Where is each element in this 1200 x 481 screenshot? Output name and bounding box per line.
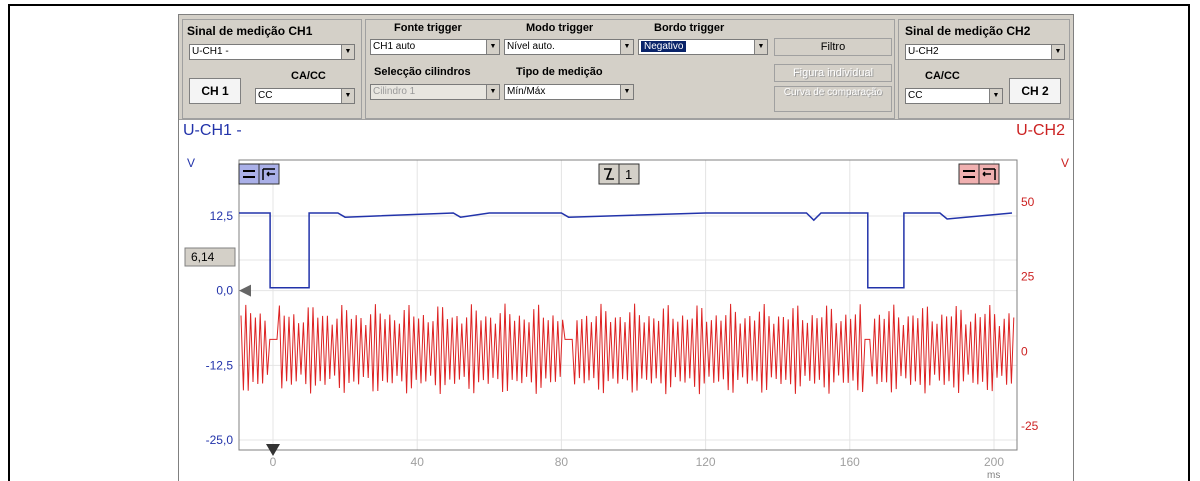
measurement-type-value: Mín/Máx <box>507 86 546 97</box>
filter-button[interactable]: Filtro <box>774 38 892 56</box>
x-axis-unit: ms <box>987 470 1000 481</box>
cylinder-select[interactable]: Cilindro 1 ▼ <box>370 84 500 100</box>
trigger-source-select[interactable]: CH1 auto ▼ <box>370 39 500 55</box>
shift-icon <box>262 168 275 180</box>
ch1-scale-button[interactable] <box>238 163 260 185</box>
shift-icon <box>982 168 996 180</box>
trigger-source-value: CH1 auto <box>373 41 416 52</box>
measurement-type-select[interactable]: Mín/Máx ▼ <box>504 84 634 100</box>
right-tick-label: 25 <box>1021 270 1035 284</box>
ch1-acdc-label: CA/CC <box>291 70 326 82</box>
ch2-signal-select[interactable]: U-CH2 ▼ <box>905 44 1065 60</box>
right-tick-label: 0 <box>1021 344 1028 358</box>
ch1-acdc-select[interactable]: CC ▼ <box>255 88 355 104</box>
x-tick-label: 80 <box>555 455 569 469</box>
trigger-source-label: Fonte trigger <box>394 22 462 34</box>
ch1-acdc-value: CC <box>258 90 273 101</box>
trigger-mode-value: Nível auto. <box>507 41 555 52</box>
trigger-number-box[interactable] <box>618 163 640 185</box>
ch2-acdc-value: CC <box>908 90 923 101</box>
chevron-down-icon[interactable]: ▼ <box>989 89 1002 103</box>
scope-chart: 12,5 0,0 -12,5 -25,0 50 25 0 -25 0 40 80 120 160 20… <box>184 159 1039 481</box>
chevron-down-icon[interactable]: ▼ <box>486 85 499 99</box>
falling-edge-icon <box>604 168 614 180</box>
left-tick-label: -25,0 <box>206 433 234 447</box>
right-tick-label: 50 <box>1021 195 1035 209</box>
x-axis-ticks: 0 40 80 120 160 200 <box>270 455 1005 469</box>
ch2-acdc-label: CA/CC <box>925 70 960 82</box>
right-tick-label: -25 <box>1021 419 1039 433</box>
trigger-position-marker[interactable] <box>266 444 280 456</box>
measurement-type-label: Tipo de medição <box>516 66 603 78</box>
x-tick-label: 120 <box>696 455 716 469</box>
scope-display: U-CH1 - U-CH2 V V 12,5 0,0 -12,5 -25,0 50 25… <box>179 119 1073 481</box>
ch1-signal-select[interactable]: U-CH1 - ▼ <box>189 44 355 60</box>
x-tick-label: 0 <box>270 455 277 469</box>
trigger-edge-value: Negativo <box>641 41 687 52</box>
ch2-scale-buttons <box>958 163 1000 185</box>
cylinder-label: Selecção cilindros <box>374 66 471 78</box>
ch2-tab[interactable]: CH 2 <box>1009 78 1061 104</box>
ch2-display-title: U-CH2 <box>1016 122 1065 139</box>
chevron-down-icon[interactable]: ▼ <box>341 89 354 103</box>
ch1-waveform <box>239 212 1013 289</box>
chevron-down-icon[interactable]: ▼ <box>486 40 499 54</box>
cylinder-value: Cilindro 1 <box>373 86 416 97</box>
left-tick-label: 12,5 <box>210 209 234 223</box>
ch1-panel: Sinal de medição CH1 U-CH1 - ▼ CH 1 CA/C… <box>182 19 362 119</box>
trigger-panel: Fonte trigger CH1 auto ▼ Modo trigger Ní… <box>365 19 895 119</box>
left-axis-unit: V <box>187 156 196 170</box>
ch2-signal-value: U-CH2 <box>908 46 939 57</box>
left-tick-label: 0,0 <box>216 284 233 298</box>
x-tick-label: 40 <box>411 455 425 469</box>
outer-frame <box>8 4 1190 481</box>
trigger-edge-label: Bordo trigger <box>654 22 725 34</box>
left-tick-label: -12,5 <box>206 358 234 372</box>
chevron-down-icon[interactable]: ▼ <box>620 85 633 99</box>
right-axis-unit: V <box>1060 156 1069 170</box>
ch2-acdc-select[interactable]: CC ▼ <box>905 88 1003 104</box>
trigger-number: 1 <box>625 167 632 182</box>
trigger-mode-select[interactable]: Nível auto. ▼ <box>504 39 634 55</box>
chevron-down-icon[interactable]: ▼ <box>1051 45 1064 59</box>
ch1-title: Sinal de medição CH1 <box>187 24 313 38</box>
ch2-waveform <box>240 303 1015 395</box>
ch1-display-title: U-CH1 - <box>183 122 242 139</box>
cursor-readout[interactable]: 6,14 <box>184 247 236 267</box>
trigger-mode-label: Modo trigger <box>526 22 594 34</box>
cursor-value: 6,14 <box>191 250 215 264</box>
compare-curve-button[interactable]: Curva de comparação <box>774 86 892 112</box>
x-tick-label: 160 <box>840 455 860 469</box>
ch2-panel: Sinal de medição CH2 U-CH2 ▼ CA/CC CC ▼ … <box>898 19 1070 119</box>
chevron-down-icon[interactable]: ▼ <box>754 40 767 54</box>
trigger-indicator: 1 <box>598 163 640 185</box>
single-figure-button[interactable]: Figura individual <box>774 64 892 82</box>
left-axis-ticks: 12,5 0,0 -12,5 -25,0 <box>206 209 234 447</box>
ch2-title: Sinal de medição CH2 <box>905 24 1031 38</box>
chevron-down-icon[interactable]: ▼ <box>341 45 354 59</box>
oscilloscope-window: Sinal de medição CH1 U-CH1 - ▼ CH 1 CA/C… <box>178 14 1074 481</box>
x-tick-label: 200 <box>984 455 1004 469</box>
ch2-scale-button[interactable] <box>958 163 980 185</box>
zero-level-marker[interactable] <box>239 284 251 297</box>
plot-grid <box>239 160 1017 450</box>
ch1-signal-value: U-CH1 - <box>192 46 229 57</box>
ch1-scale-buttons <box>238 163 280 185</box>
chevron-down-icon[interactable]: ▼ <box>620 40 633 54</box>
right-axis-ticks: 50 25 0 -25 <box>1021 195 1039 433</box>
ch1-tab[interactable]: CH 1 <box>189 78 241 104</box>
trigger-edge-select[interactable]: Negativo ▼ <box>638 39 768 55</box>
plot-border <box>238 159 1018 451</box>
